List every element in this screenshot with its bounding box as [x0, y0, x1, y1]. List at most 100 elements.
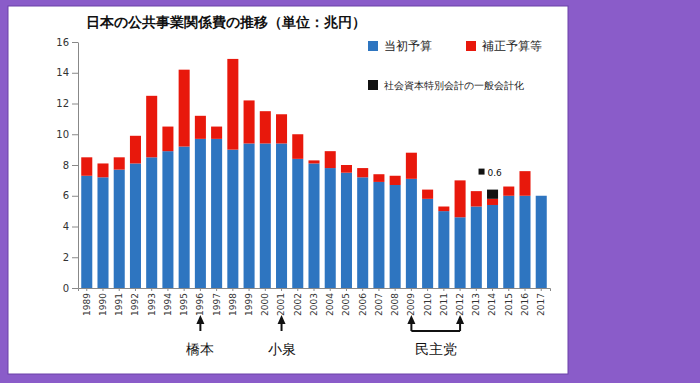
x-tick: 2004	[325, 288, 335, 316]
x-tick-mark	[249, 288, 250, 291]
x-tick: 2016	[520, 288, 530, 316]
x-tick-mark	[167, 288, 168, 291]
bar	[292, 159, 303, 288]
x-tick-label: 2003	[309, 293, 319, 316]
x-tick-mark	[297, 288, 298, 291]
y-tick: 8	[63, 160, 78, 171]
x-tick-label: 2014	[487, 293, 497, 316]
x-tick: 2007	[374, 288, 384, 316]
y-tick: 2	[63, 252, 78, 263]
x-tick: 2001	[276, 288, 286, 316]
annotation-label: 橋本	[186, 341, 214, 357]
y-tick: 4	[63, 221, 78, 232]
y-tick-label: 14	[56, 67, 69, 78]
x-tick-label: 1996	[195, 293, 205, 316]
x-tick-label: 1999	[244, 293, 254, 316]
x-tick-label: 1992	[130, 293, 140, 316]
bar	[487, 205, 498, 288]
x-tick-label: 1991	[114, 293, 124, 316]
x-tick-label: 2009	[406, 293, 416, 316]
bar	[325, 151, 336, 168]
bar	[536, 196, 547, 288]
x-tick: 2006	[358, 288, 368, 316]
x-tick-mark	[232, 288, 233, 291]
x-axis-line	[79, 289, 551, 292]
bar	[195, 139, 206, 288]
annotation-span	[411, 330, 460, 332]
bar	[341, 165, 352, 173]
x-tick: 2013	[471, 288, 481, 316]
x-tick-mark	[346, 288, 347, 291]
arrow-stem	[281, 322, 283, 331]
x-tick-label: 1995	[179, 293, 189, 316]
x-tick: 2002	[293, 288, 303, 316]
label-marker	[479, 169, 485, 175]
bar	[260, 111, 271, 143]
annotation-label: 民主党	[415, 341, 457, 357]
x-tick: 1998	[228, 288, 238, 316]
legend-swatch	[368, 80, 378, 90]
bar	[357, 168, 368, 177]
x-tick-label: 2017	[536, 293, 546, 316]
x-tick-mark	[492, 288, 493, 291]
bar	[81, 157, 92, 175]
x-tick-label: 1990	[98, 293, 108, 316]
x-tick-label: 2008	[390, 293, 400, 316]
bar	[130, 163, 141, 288]
y-tick: 16	[56, 37, 78, 48]
y-tick-label: 16	[56, 37, 69, 48]
x-tick-label: 2015	[504, 293, 514, 316]
y-tick-mark	[72, 104, 78, 105]
y-axis-line	[78, 43, 79, 289]
x-tick: 2000	[260, 288, 270, 316]
x-tick-mark	[362, 288, 363, 291]
x-tick: 1996	[195, 288, 205, 316]
x-tick-mark	[86, 288, 87, 291]
x-tick-label: 2011	[439, 293, 449, 316]
annotation: 小泉	[268, 315, 296, 357]
y-tick-mark	[72, 165, 78, 166]
y-tick-mark	[72, 196, 78, 197]
y-tick-mark	[72, 227, 78, 228]
x-tick-mark	[411, 288, 412, 291]
x-tick: 2011	[439, 288, 449, 316]
bar	[97, 177, 108, 288]
x-tick-mark	[184, 288, 185, 291]
bar	[438, 211, 449, 288]
x-tick-label: 1997	[211, 293, 221, 316]
arrow-stem	[199, 322, 201, 331]
x-tick: 1994	[163, 288, 173, 316]
bar	[390, 176, 401, 185]
x-tick: 2010	[422, 288, 432, 316]
x-tick: 1991	[114, 288, 124, 316]
y-tick-label: 12	[56, 98, 69, 109]
bar	[406, 179, 417, 288]
y-axis: 0246810121416	[56, 37, 78, 294]
series-bars	[81, 59, 530, 217]
annotation-label: 小泉	[268, 341, 296, 357]
bar	[179, 70, 190, 147]
y-tick: 10	[56, 129, 78, 140]
x-tick-mark	[395, 288, 396, 291]
bar	[308, 160, 319, 163]
y-tick-label: 4	[63, 221, 69, 232]
bar	[114, 170, 125, 288]
bar	[114, 157, 125, 169]
bar	[162, 127, 173, 152]
x-tick-mark	[314, 288, 315, 291]
x-tick: 1993	[147, 288, 157, 316]
x-tick-label: 2000	[260, 293, 270, 316]
x-tick-label: 1998	[228, 293, 238, 316]
x-tick: 1989	[82, 288, 92, 316]
data-label: 0.6	[488, 168, 503, 178]
bar	[487, 199, 498, 205]
x-tick: 1999	[244, 288, 254, 316]
x-tick-label: 1994	[163, 293, 173, 316]
bar	[438, 207, 449, 212]
x-tick-mark	[216, 288, 217, 291]
bar	[292, 134, 303, 159]
annotation: 民主党	[407, 315, 464, 357]
x-axis: 1989 1990 1991 1992 1993 1994 1995 1996 1997 1998…	[79, 288, 551, 316]
x-tick: 2009	[406, 288, 416, 316]
bar	[162, 151, 173, 288]
